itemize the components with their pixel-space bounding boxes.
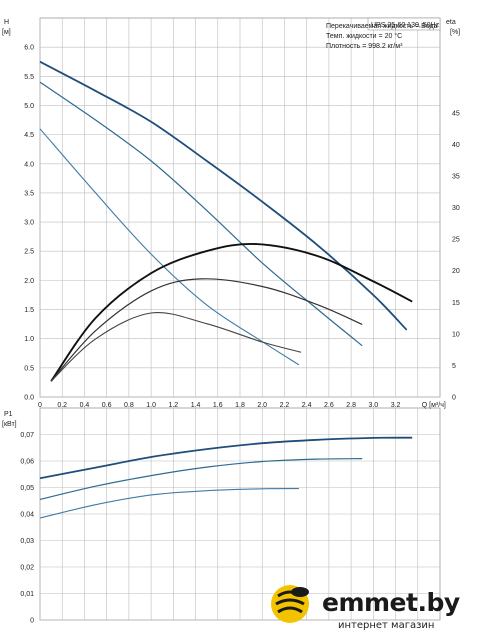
eta-curve [50,311,302,382]
y2-tick-label: 0 [452,395,456,402]
y2-tick-label: 5 [452,363,456,370]
y2-tick-label: 20 [452,268,460,275]
x-tick-label: 1.0 [146,402,156,409]
x-tick-label: 2.0 [257,402,267,409]
logo-bee-wing-icon [291,587,309,597]
x-tick-label: 2.4 [302,402,312,409]
p1-tick-label: 0,06 [20,459,34,466]
x-tick-label: 0.8 [124,402,134,409]
y-tick-label: 5.5 [24,74,34,81]
y2-axis-label: eta [446,19,456,26]
p1-axis-label: P1 [4,411,13,418]
head-curve [39,81,363,347]
p1-tick-label: 0,04 [20,512,34,519]
power-curve [39,436,413,480]
p1-tick-label: 0,02 [20,565,34,572]
y-tick-label: 4.5 [24,132,34,139]
y2-tick-label: 10 [452,331,460,338]
y2-axis-unit: [%] [450,29,460,36]
y-tick-label: 1.5 [24,307,34,314]
y-tick-label: 3.0 [24,220,34,227]
y-tick-label: 4.0 [24,161,34,168]
y-tick-label: 2.5 [24,249,34,256]
y-tick-label: 6.0 [24,45,34,52]
y2-tick-label: 35 [452,173,460,180]
info-line-fluid: Перекачиваемая жидкость = Вода [326,23,438,30]
logo-name: emmet.by [322,588,460,617]
x-tick-label: 3.2 [391,402,401,409]
y-tick-label: 2.0 [24,278,34,285]
y-tick-label: 0.0 [24,395,34,402]
head-curve [39,60,408,331]
info-line-density: Плотность = 998.2 кг/м³ [326,43,403,50]
x-tick-label: 3.0 [368,402,378,409]
power-curve [39,488,299,519]
x-tick-label: 2.2 [280,402,290,409]
x-tick-label: 2.8 [346,402,356,409]
y-tick-label: 0.5 [24,365,34,372]
y2-tick-label: 25 [452,237,460,244]
x-tick-label: 1.6 [213,402,223,409]
y-tick-label: 1.0 [24,336,34,343]
y2-tick-label: 40 [452,142,460,149]
x-tick-label: 0.4 [80,402,90,409]
eta-curve [50,278,363,382]
y2-tick-label: 15 [452,300,460,307]
p1-axis-unit: [кВт] [2,421,17,428]
p1-tick-label: 0,07 [20,432,34,439]
x-tick-label: 1.8 [235,402,245,409]
x-tick-label: 0.2 [57,402,67,409]
x-tick-label: 0 [38,402,42,409]
chart-title: UPS 25-60 130, 50Hz [371,22,440,29]
logo-tagline: интернет магазин [338,620,435,631]
x-tick-label: 1.4 [191,402,201,409]
y-axis-label: H [4,19,9,26]
y2-tick-label: 30 [452,205,460,212]
info-box: Перекачиваемая жидкость = Вода Темп. жид… [326,22,444,52]
p1-tick-label: 0 [30,618,34,625]
eta-curve [50,243,413,382]
x-tick-label: 1.2 [168,402,178,409]
y2-tick-label: 45 [452,110,460,117]
y-axis-unit: [м] [2,29,11,36]
y-tick-label: 5.0 [24,103,34,110]
p1-tick-label: 0,01 [20,591,34,598]
p1-tick-label: 0,03 [20,538,34,545]
x-tick-label: 2.6 [324,402,334,409]
info-line-temp: Темп. жидкости = 20 °C [326,33,403,40]
x-tick-label: 0.6 [102,402,112,409]
head-curve [39,128,300,366]
p1-tick-label: 0,05 [20,485,34,492]
title-box [367,17,441,31]
x-tick-label: Q [м³/ч] [422,402,446,409]
y-tick-label: 3.5 [24,190,34,197]
emmet-logo [271,585,309,623]
power-curve [39,458,363,500]
